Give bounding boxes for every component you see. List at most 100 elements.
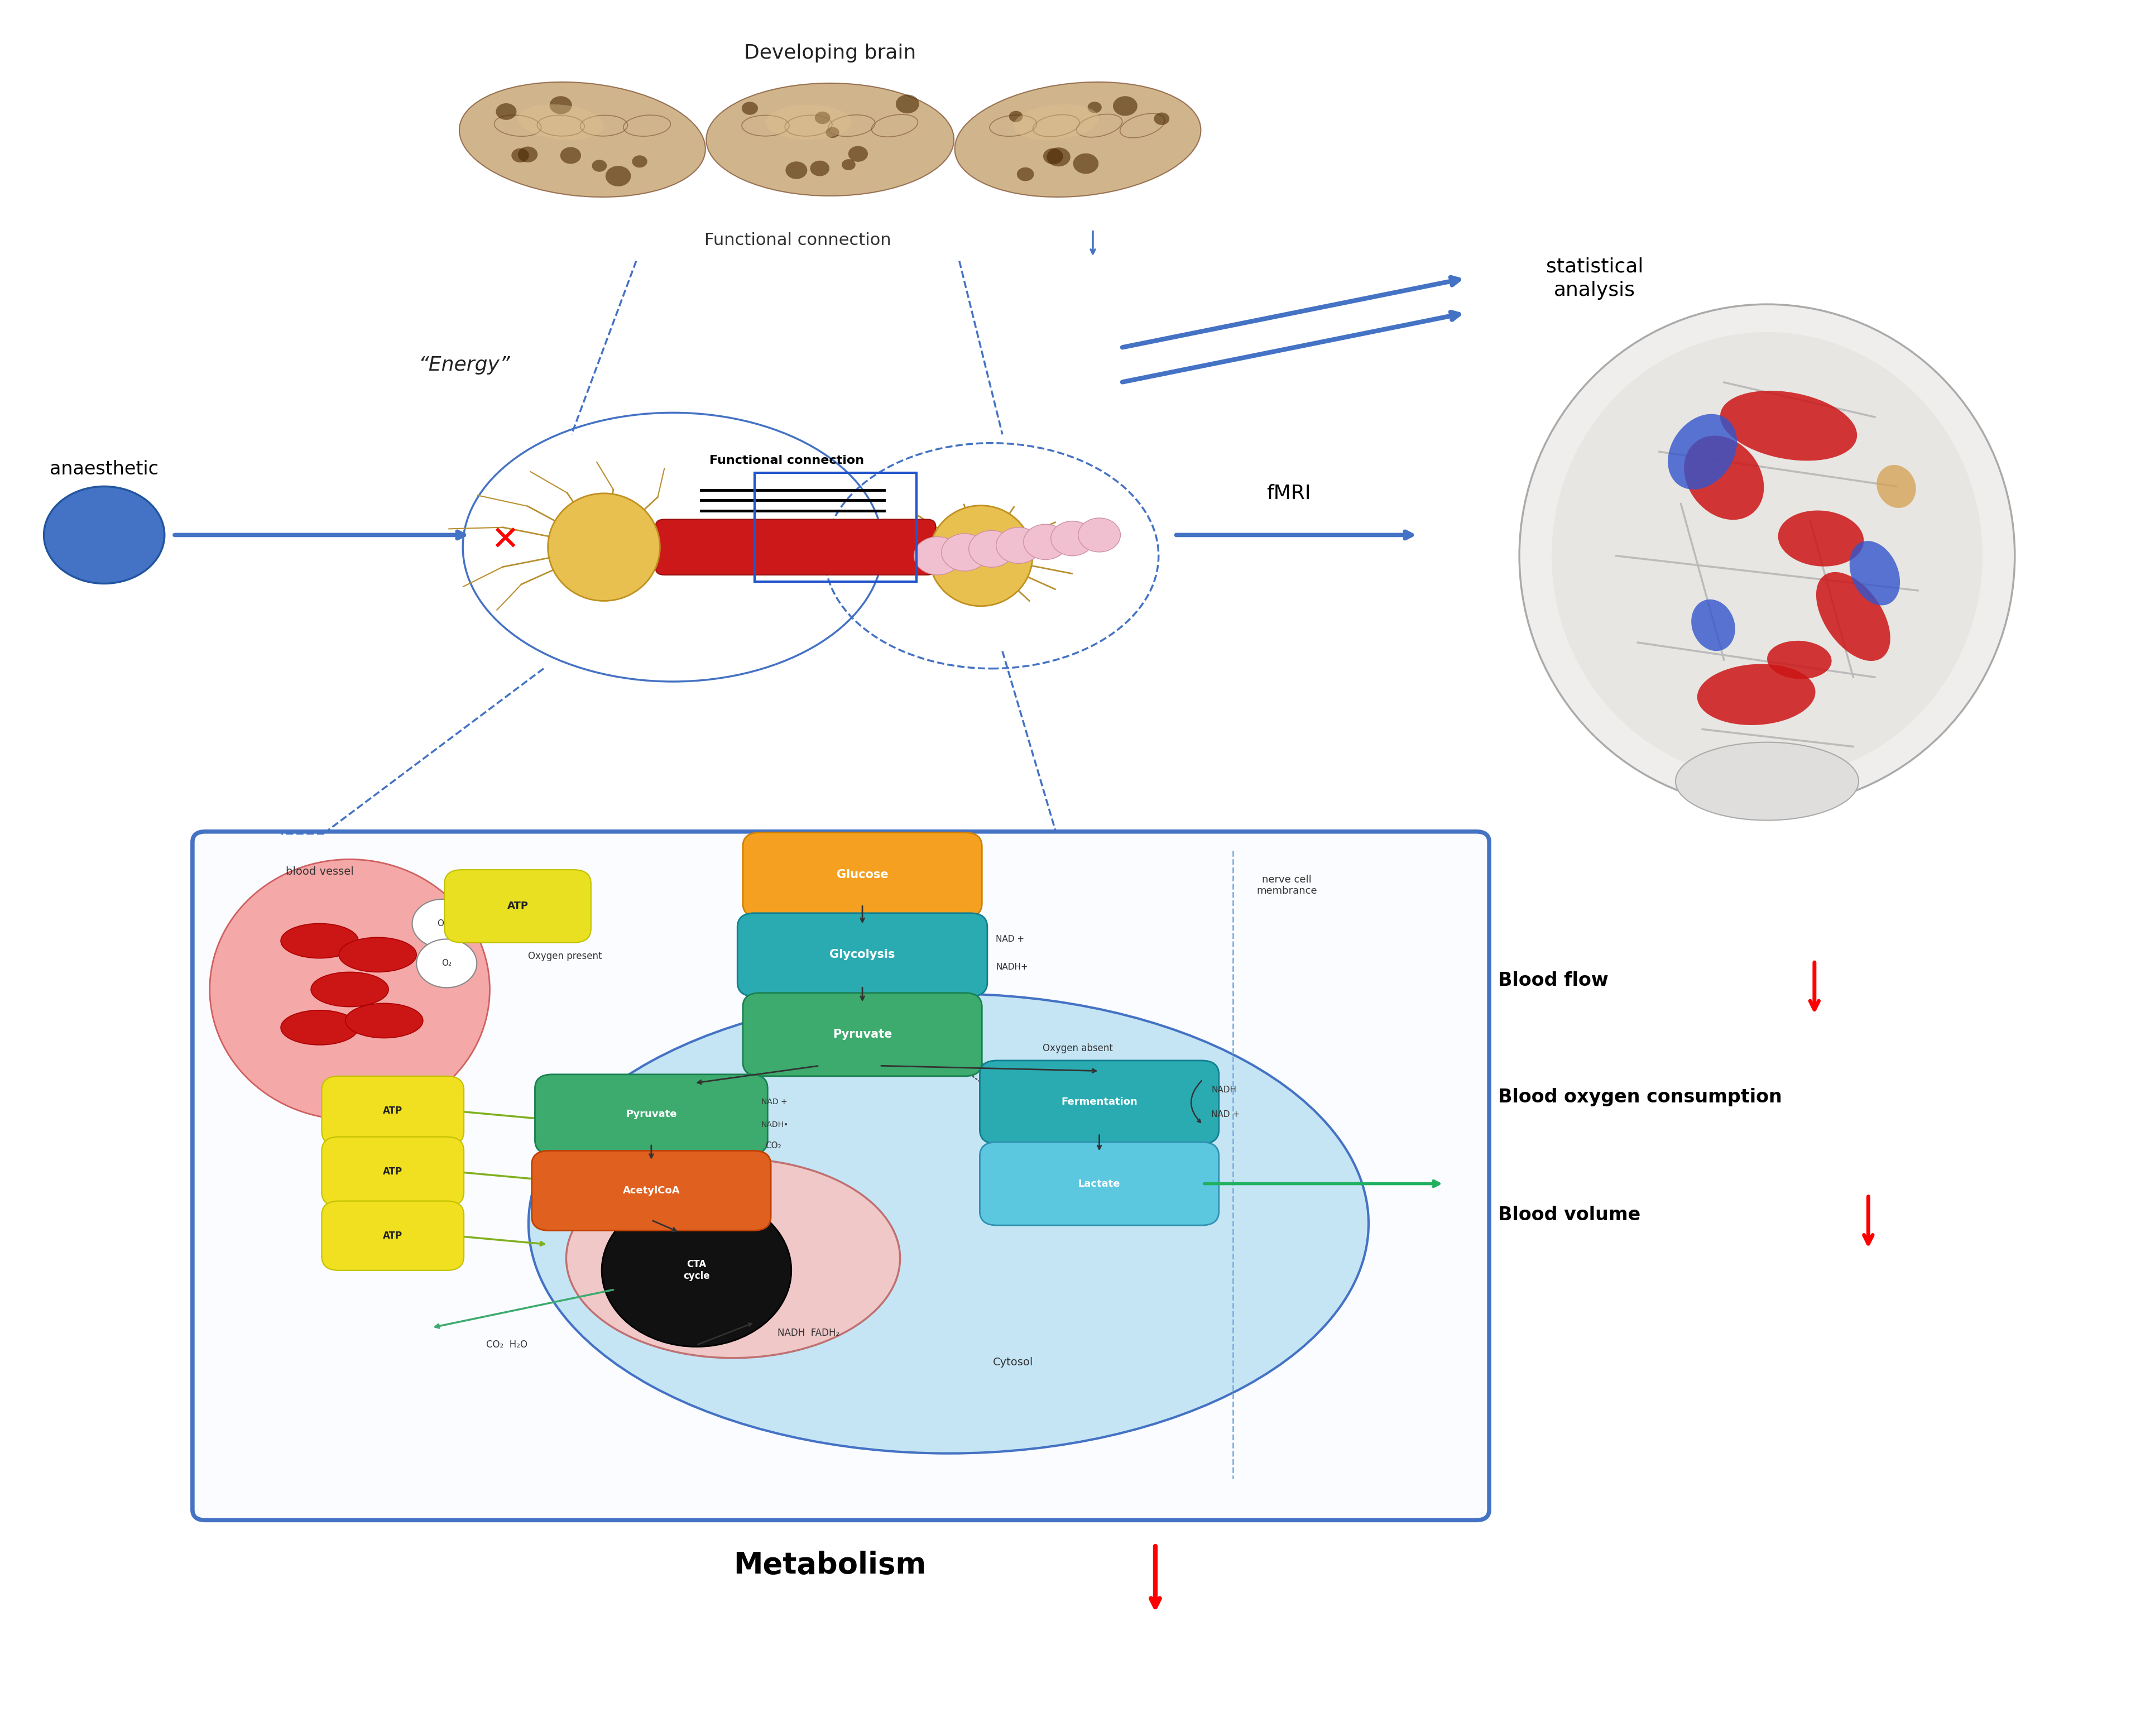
Circle shape xyxy=(416,939,476,988)
Circle shape xyxy=(1078,517,1121,552)
Text: NADH•: NADH• xyxy=(761,1121,789,1128)
Text: O₂: O₂ xyxy=(442,960,453,967)
Circle shape xyxy=(496,102,517,120)
Ellipse shape xyxy=(1683,436,1763,519)
Circle shape xyxy=(1073,153,1099,174)
Ellipse shape xyxy=(707,83,955,196)
Text: Blood oxygen consumption: Blood oxygen consumption xyxy=(1498,1088,1782,1106)
Text: anaesthetic: anaesthetic xyxy=(50,460,159,479)
Circle shape xyxy=(810,161,830,175)
Text: Blood flow: Blood flow xyxy=(1498,972,1608,990)
Text: Glucose: Glucose xyxy=(836,870,888,880)
Ellipse shape xyxy=(929,505,1032,606)
FancyBboxPatch shape xyxy=(321,1201,463,1271)
Text: O₂: O₂ xyxy=(437,920,448,927)
Text: blood vessel: blood vessel xyxy=(284,866,353,877)
Text: CO₂  H₂O: CO₂ H₂O xyxy=(487,1340,528,1351)
Circle shape xyxy=(517,146,537,163)
Circle shape xyxy=(840,160,856,170)
Circle shape xyxy=(1052,521,1093,556)
FancyBboxPatch shape xyxy=(444,870,590,943)
Text: ATP: ATP xyxy=(384,1167,403,1177)
Text: Fermentation: Fermentation xyxy=(1060,1097,1138,1108)
Text: fMRI: fMRI xyxy=(1267,484,1310,503)
Text: Oxygen present: Oxygen present xyxy=(528,951,601,962)
Circle shape xyxy=(606,167,631,186)
Ellipse shape xyxy=(1692,599,1735,651)
Text: Developing brain: Developing brain xyxy=(743,43,916,62)
Circle shape xyxy=(560,148,582,163)
Text: NADH  FADH₂: NADH FADH₂ xyxy=(778,1328,838,1338)
Circle shape xyxy=(593,160,608,172)
Text: NADH: NADH xyxy=(1211,1085,1237,1094)
FancyBboxPatch shape xyxy=(981,1061,1218,1144)
Text: NADH+: NADH+ xyxy=(996,963,1028,970)
Circle shape xyxy=(815,111,830,123)
Ellipse shape xyxy=(1552,332,1983,779)
Ellipse shape xyxy=(1519,304,2015,807)
Circle shape xyxy=(968,531,1015,568)
Ellipse shape xyxy=(1849,542,1899,606)
Text: ATP: ATP xyxy=(506,901,528,911)
FancyBboxPatch shape xyxy=(534,1075,767,1154)
Text: Pyruvate: Pyruvate xyxy=(625,1109,677,1120)
Text: Functional connection: Functional connection xyxy=(705,233,890,248)
Bar xyxy=(754,472,916,582)
Ellipse shape xyxy=(338,937,416,972)
FancyBboxPatch shape xyxy=(192,832,1489,1521)
Circle shape xyxy=(1153,113,1170,125)
Circle shape xyxy=(1047,148,1071,167)
Text: ATP: ATP xyxy=(384,1231,403,1241)
Ellipse shape xyxy=(528,993,1368,1453)
Ellipse shape xyxy=(547,493,659,601)
Circle shape xyxy=(914,536,961,575)
Ellipse shape xyxy=(1668,413,1737,490)
Ellipse shape xyxy=(1013,104,1099,141)
Circle shape xyxy=(942,533,987,571)
Ellipse shape xyxy=(517,104,603,141)
Ellipse shape xyxy=(601,1194,791,1347)
Circle shape xyxy=(43,486,164,583)
Ellipse shape xyxy=(345,1003,422,1038)
Ellipse shape xyxy=(1817,573,1890,661)
Text: statistical
analysis: statistical analysis xyxy=(1545,257,1642,300)
Circle shape xyxy=(896,94,918,113)
Text: nerve cell
membrance: nerve cell membrance xyxy=(1256,875,1317,896)
FancyBboxPatch shape xyxy=(321,1137,463,1207)
Ellipse shape xyxy=(1877,465,1916,509)
FancyBboxPatch shape xyxy=(321,1076,463,1146)
Text: CO₂: CO₂ xyxy=(765,1141,782,1149)
Ellipse shape xyxy=(1720,391,1858,460)
Circle shape xyxy=(741,102,759,115)
FancyBboxPatch shape xyxy=(743,833,983,917)
Ellipse shape xyxy=(209,859,489,1120)
FancyBboxPatch shape xyxy=(743,993,983,1076)
Text: ✕: ✕ xyxy=(491,524,519,557)
Circle shape xyxy=(1017,167,1034,181)
Circle shape xyxy=(1043,148,1062,165)
Circle shape xyxy=(1088,102,1101,113)
Text: Functional connection: Functional connection xyxy=(709,455,864,465)
Ellipse shape xyxy=(1767,641,1832,679)
Text: Pyruvate: Pyruvate xyxy=(832,1029,892,1040)
Ellipse shape xyxy=(567,1158,901,1358)
FancyBboxPatch shape xyxy=(655,519,935,575)
Text: Lactate: Lactate xyxy=(1078,1179,1121,1189)
Ellipse shape xyxy=(310,972,388,1007)
FancyBboxPatch shape xyxy=(981,1142,1218,1226)
Ellipse shape xyxy=(459,82,705,198)
Text: Metabolism: Metabolism xyxy=(733,1550,927,1580)
Text: Oxygen absent: Oxygen absent xyxy=(1043,1043,1112,1054)
Ellipse shape xyxy=(1674,743,1858,821)
Circle shape xyxy=(849,146,868,161)
Ellipse shape xyxy=(280,1010,358,1045)
FancyBboxPatch shape xyxy=(737,913,987,996)
Text: NAD +: NAD + xyxy=(1211,1109,1239,1118)
Circle shape xyxy=(1024,524,1067,559)
FancyBboxPatch shape xyxy=(532,1151,771,1231)
Circle shape xyxy=(784,161,808,179)
Text: ATP: ATP xyxy=(384,1106,403,1116)
Text: NAD +: NAD + xyxy=(996,936,1024,943)
Text: AcetylCoA: AcetylCoA xyxy=(623,1186,679,1196)
Ellipse shape xyxy=(1778,510,1864,566)
